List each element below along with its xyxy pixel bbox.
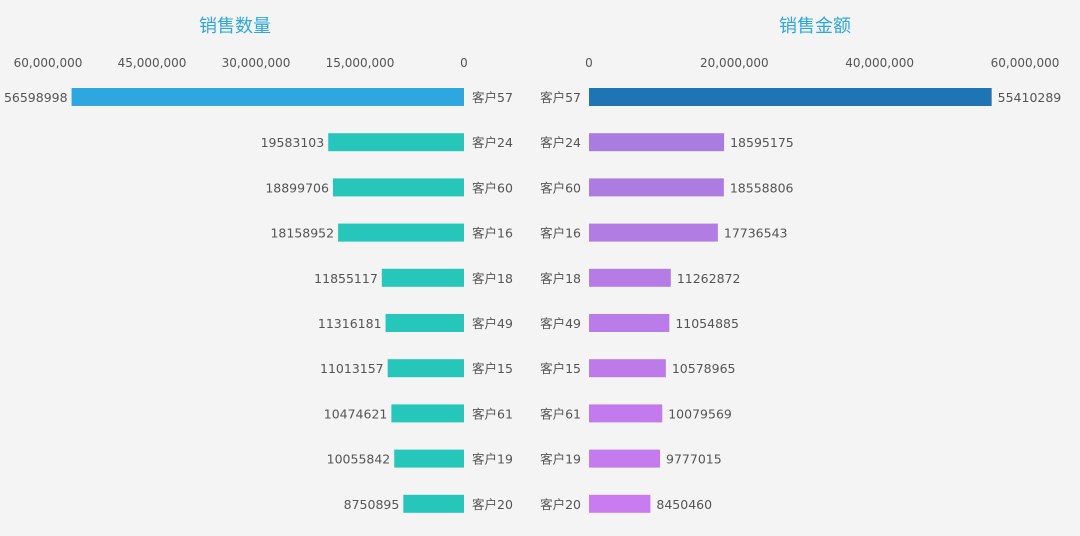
amount-bar[interactable]	[589, 494, 651, 513]
amount-category-label: 客户19	[540, 452, 581, 467]
quantity-bar[interactable]	[385, 314, 464, 332]
quantity-value-label: 19583103	[261, 135, 325, 150]
quantity-category-label: 客户60	[472, 180, 513, 195]
quantity-value-label: 56598998	[4, 90, 68, 105]
quantity-category-label: 客户57	[472, 90, 513, 105]
quantity-panel: 60,000,000 45,000,000 30,000,000 15,000,000…	[4, 56, 513, 513]
amount-category-label: 客户24	[540, 135, 581, 150]
chart-title-quantity: 销售数量	[199, 16, 271, 37]
quantity-bar[interactable]	[71, 88, 464, 106]
quantity-category-label: 客户24	[472, 135, 513, 150]
quantity-bar[interactable]	[328, 133, 464, 152]
quantity-bar[interactable]	[394, 449, 464, 468]
quantity-category-label: 客户18	[472, 271, 513, 286]
amount-category-label: 客户16	[540, 226, 581, 241]
quantity-category-label: 客户19	[472, 452, 513, 467]
amount-category-label: 客户49	[540, 316, 581, 331]
quantity-axis-tick: 0	[460, 56, 468, 70]
amount-category-label: 客户20	[540, 497, 581, 512]
amount-bar[interactable]	[589, 314, 670, 332]
quantity-value-label: 11855117	[314, 271, 378, 286]
quantity-value-label: 18158952	[270, 226, 334, 241]
amount-category-label: 客户61	[540, 406, 581, 421]
amount-value-label: 17736543	[724, 226, 788, 241]
amount-value-label: 9777015	[666, 452, 722, 467]
chart-title-amount: 销售金额	[779, 16, 851, 37]
amount-bar[interactable]	[589, 359, 666, 378]
amount-category-label: 客户15	[540, 361, 581, 376]
amount-bar[interactable]	[589, 223, 718, 242]
quantity-bar[interactable]	[381, 268, 464, 287]
amount-axis-tick: 0	[585, 56, 593, 70]
amount-value-label: 10079569	[668, 406, 732, 421]
amount-value-label: 10578965	[672, 361, 736, 376]
amount-bar[interactable]	[589, 449, 661, 468]
quantity-value-label: 10055842	[327, 452, 391, 467]
amount-bar[interactable]	[589, 404, 663, 423]
amount-axis-tick: 20,000,000	[700, 56, 769, 70]
quantity-value-label: 10474621	[324, 406, 388, 421]
quantity-axis-tick: 45,000,000	[118, 56, 187, 70]
quantity-axis-tick: 30,000,000	[222, 56, 291, 70]
quantity-category-label: 客户15	[472, 361, 513, 376]
quantity-category-label: 客户16	[472, 226, 513, 241]
quantity-value-label: 11316181	[318, 316, 382, 331]
amount-bar[interactable]	[589, 88, 992, 106]
amount-panel: 0 20,000,000 40,000,000 60,000,000 55410289 客…	[540, 56, 1061, 513]
quantity-bar[interactable]	[403, 494, 464, 513]
amount-value-label: 55410289	[998, 90, 1062, 105]
amount-bar[interactable]	[589, 133, 725, 152]
quantity-bar[interactable]	[387, 359, 464, 378]
quantity-value-label: 8750895	[344, 497, 400, 512]
amount-category-label: 客户57	[540, 90, 581, 105]
amount-axis-tick: 60,000,000	[991, 56, 1060, 70]
amount-value-label: 18595175	[730, 135, 794, 150]
quantity-value-label: 11013157	[320, 361, 384, 376]
amount-bar[interactable]	[589, 268, 671, 287]
quantity-bar[interactable]	[391, 404, 464, 423]
quantity-category-label: 客户61	[472, 406, 513, 421]
quantity-axis-tick: 60,000,000	[14, 56, 83, 70]
amount-value-label: 18558806	[730, 180, 794, 195]
amount-value-label: 8450460	[656, 497, 712, 512]
quantity-category-label: 客户20	[472, 497, 513, 512]
quantity-value-label: 18899706	[265, 180, 329, 195]
amount-axis-tick: 40,000,000	[845, 56, 914, 70]
amount-bar[interactable]	[589, 178, 724, 197]
amount-value-label: 11054885	[675, 316, 739, 331]
amount-value-label: 11262872	[677, 271, 741, 286]
amount-category-label: 客户60	[540, 180, 581, 195]
quantity-bar[interactable]	[332, 178, 464, 197]
quantity-category-label: 客户49	[472, 316, 513, 331]
quantity-axis-tick: 15,000,000	[326, 56, 395, 70]
quantity-bar[interactable]	[338, 223, 464, 242]
amount-category-label: 客户18	[540, 271, 581, 286]
